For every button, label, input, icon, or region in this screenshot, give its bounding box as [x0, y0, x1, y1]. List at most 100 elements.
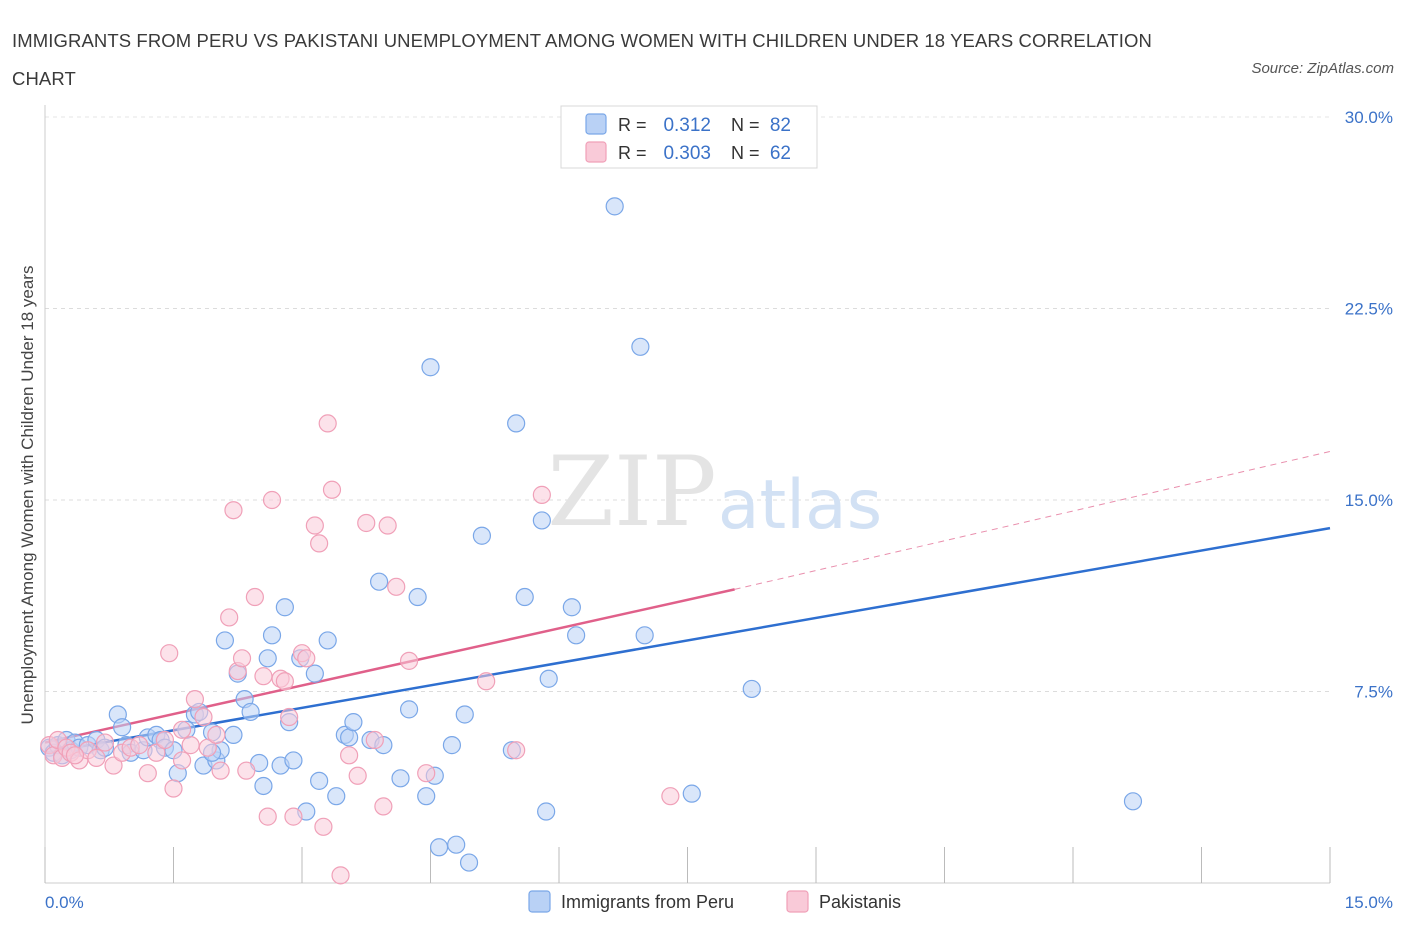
data-point-pakistanis: [378, 516, 397, 535]
data-point-peru: [742, 679, 761, 699]
watermark-atlas: atlas: [718, 466, 882, 545]
source-label: Source: ZipAtlas.com: [1251, 60, 1394, 77]
data-point-pakistanis: [237, 761, 256, 780]
data-point-peru: [1123, 792, 1143, 811]
axes: 7.5% 15.0% 22.5% 30.0% 0.0% 15.0%: [44, 105, 1393, 912]
data-point-peru: [370, 572, 389, 591]
data-point-pakistanis: [87, 748, 106, 767]
series-pakistanis: [40, 414, 680, 885]
data-point-peru: [258, 649, 277, 668]
data-point-peru: [254, 776, 273, 796]
data-point-pakistanis: [194, 707, 213, 727]
data-point-pakistanis: [95, 733, 115, 752]
data-point-peru: [215, 631, 234, 650]
legend-n-label: N =: [731, 115, 760, 135]
data-point-peru: [417, 787, 436, 806]
data-point-pakistanis: [172, 751, 192, 770]
data-point-pakistanis: [198, 738, 217, 757]
data-point-pakistanis: [305, 516, 324, 535]
data-point-peru: [682, 784, 701, 803]
x-tick-label: 0.0%: [45, 893, 84, 912]
y-tick-label: 7.5%: [1354, 683, 1393, 702]
bottom-legend-swatch-peru: [528, 890, 551, 913]
data-point-pakistanis: [310, 534, 329, 553]
data-point-peru: [539, 669, 558, 688]
legend-swatch: [585, 141, 607, 163]
data-point-pakistanis: [164, 779, 183, 798]
data-point-peru: [408, 587, 427, 607]
legend-n-value: 62: [770, 143, 791, 164]
data-point-peru: [310, 771, 329, 790]
data-point-pakistanis: [245, 587, 264, 607]
data-point-peru: [399, 700, 419, 719]
data-point-peru: [459, 853, 479, 872]
y-axis-label-group: Unemployment Among Women with Children U…: [18, 266, 37, 725]
data-point-peru: [275, 598, 294, 617]
data-point-peru: [318, 631, 337, 650]
data-point-peru: [532, 511, 551, 530]
data-point-pakistanis: [262, 490, 282, 510]
data-point-peru: [241, 702, 260, 722]
chart-title: IMMIGRANTS FROM PERU VS PAKISTANI UNEMPL…: [12, 30, 1152, 89]
data-point-pakistanis: [104, 756, 123, 775]
grid-lines: [45, 116, 1330, 692]
trend-line-peru: [44, 526, 1331, 755]
bottom-legend: Immigrants from Peru Pakistanis: [528, 890, 901, 913]
data-point-peru: [567, 626, 586, 645]
legend: R = 0.312 N = 82 R = 0.303 N = 62: [560, 105, 818, 169]
data-point-pakistanis: [172, 720, 192, 739]
data-point-pakistanis: [211, 761, 230, 780]
data-point-pakistanis: [254, 667, 273, 686]
watermark: ZIP atlas: [547, 436, 882, 548]
data-point-peru: [112, 718, 132, 737]
data-point-peru: [429, 838, 449, 857]
data-point-pakistanis: [374, 797, 393, 816]
data-point-peru: [391, 769, 410, 788]
data-point-pakistanis: [280, 707, 299, 727]
data-point-pakistanis: [340, 746, 359, 765]
data-point-pakistanis: [357, 513, 376, 533]
y-tick-label: 15.0%: [1345, 491, 1393, 510]
data-point-peru: [262, 626, 282, 645]
data-point-pakistanis: [365, 730, 384, 750]
data-point-pakistanis: [387, 577, 406, 596]
data-point-peru: [455, 705, 474, 724]
data-point-pakistanis: [220, 608, 239, 627]
data-point-pakistanis: [185, 690, 205, 709]
legend-r-value: 0.303: [663, 143, 711, 164]
legend-r-value: 0.312: [663, 115, 711, 136]
legend-n-label: N =: [731, 143, 760, 163]
data-point-pakistanis: [532, 485, 551, 504]
bottom-legend-label-peru: Immigrants from Peru: [561, 892, 734, 912]
data-point-pakistanis: [477, 672, 496, 691]
data-point-pakistanis: [65, 746, 85, 765]
data-point-peru: [421, 358, 440, 377]
data-point-peru: [327, 787, 346, 806]
data-point-pakistanis: [322, 480, 342, 499]
data-point-peru: [515, 587, 534, 607]
data-point-peru: [447, 835, 466, 854]
legend-r-label: R =: [618, 115, 647, 135]
data-point-peru: [507, 414, 526, 433]
data-point-pakistanis: [314, 817, 333, 836]
data-point-peru: [472, 526, 491, 545]
data-point-peru: [562, 598, 581, 617]
data-point-pakistanis: [224, 501, 243, 520]
data-point-pakistanis: [318, 414, 337, 433]
watermark-zip: ZIP: [547, 436, 716, 548]
trend-line-pakistanis: [44, 588, 735, 744]
y-axis-label: Unemployment Among Women with Children U…: [18, 266, 37, 725]
data-point-pakistanis: [130, 736, 149, 755]
data-point-pakistanis: [155, 730, 175, 750]
legend-r-label: R =: [618, 143, 647, 163]
data-point-pakistanis: [138, 764, 157, 783]
legend-swatch: [585, 113, 607, 135]
legend-n-value: 82: [770, 115, 791, 136]
data-point-peru: [442, 736, 462, 755]
trend-lines: [44, 450, 1331, 755]
data-point-peru: [224, 725, 243, 745]
data-point-peru: [284, 751, 303, 770]
data-point-pakistanis: [181, 736, 200, 755]
data-point-peru: [340, 728, 359, 747]
